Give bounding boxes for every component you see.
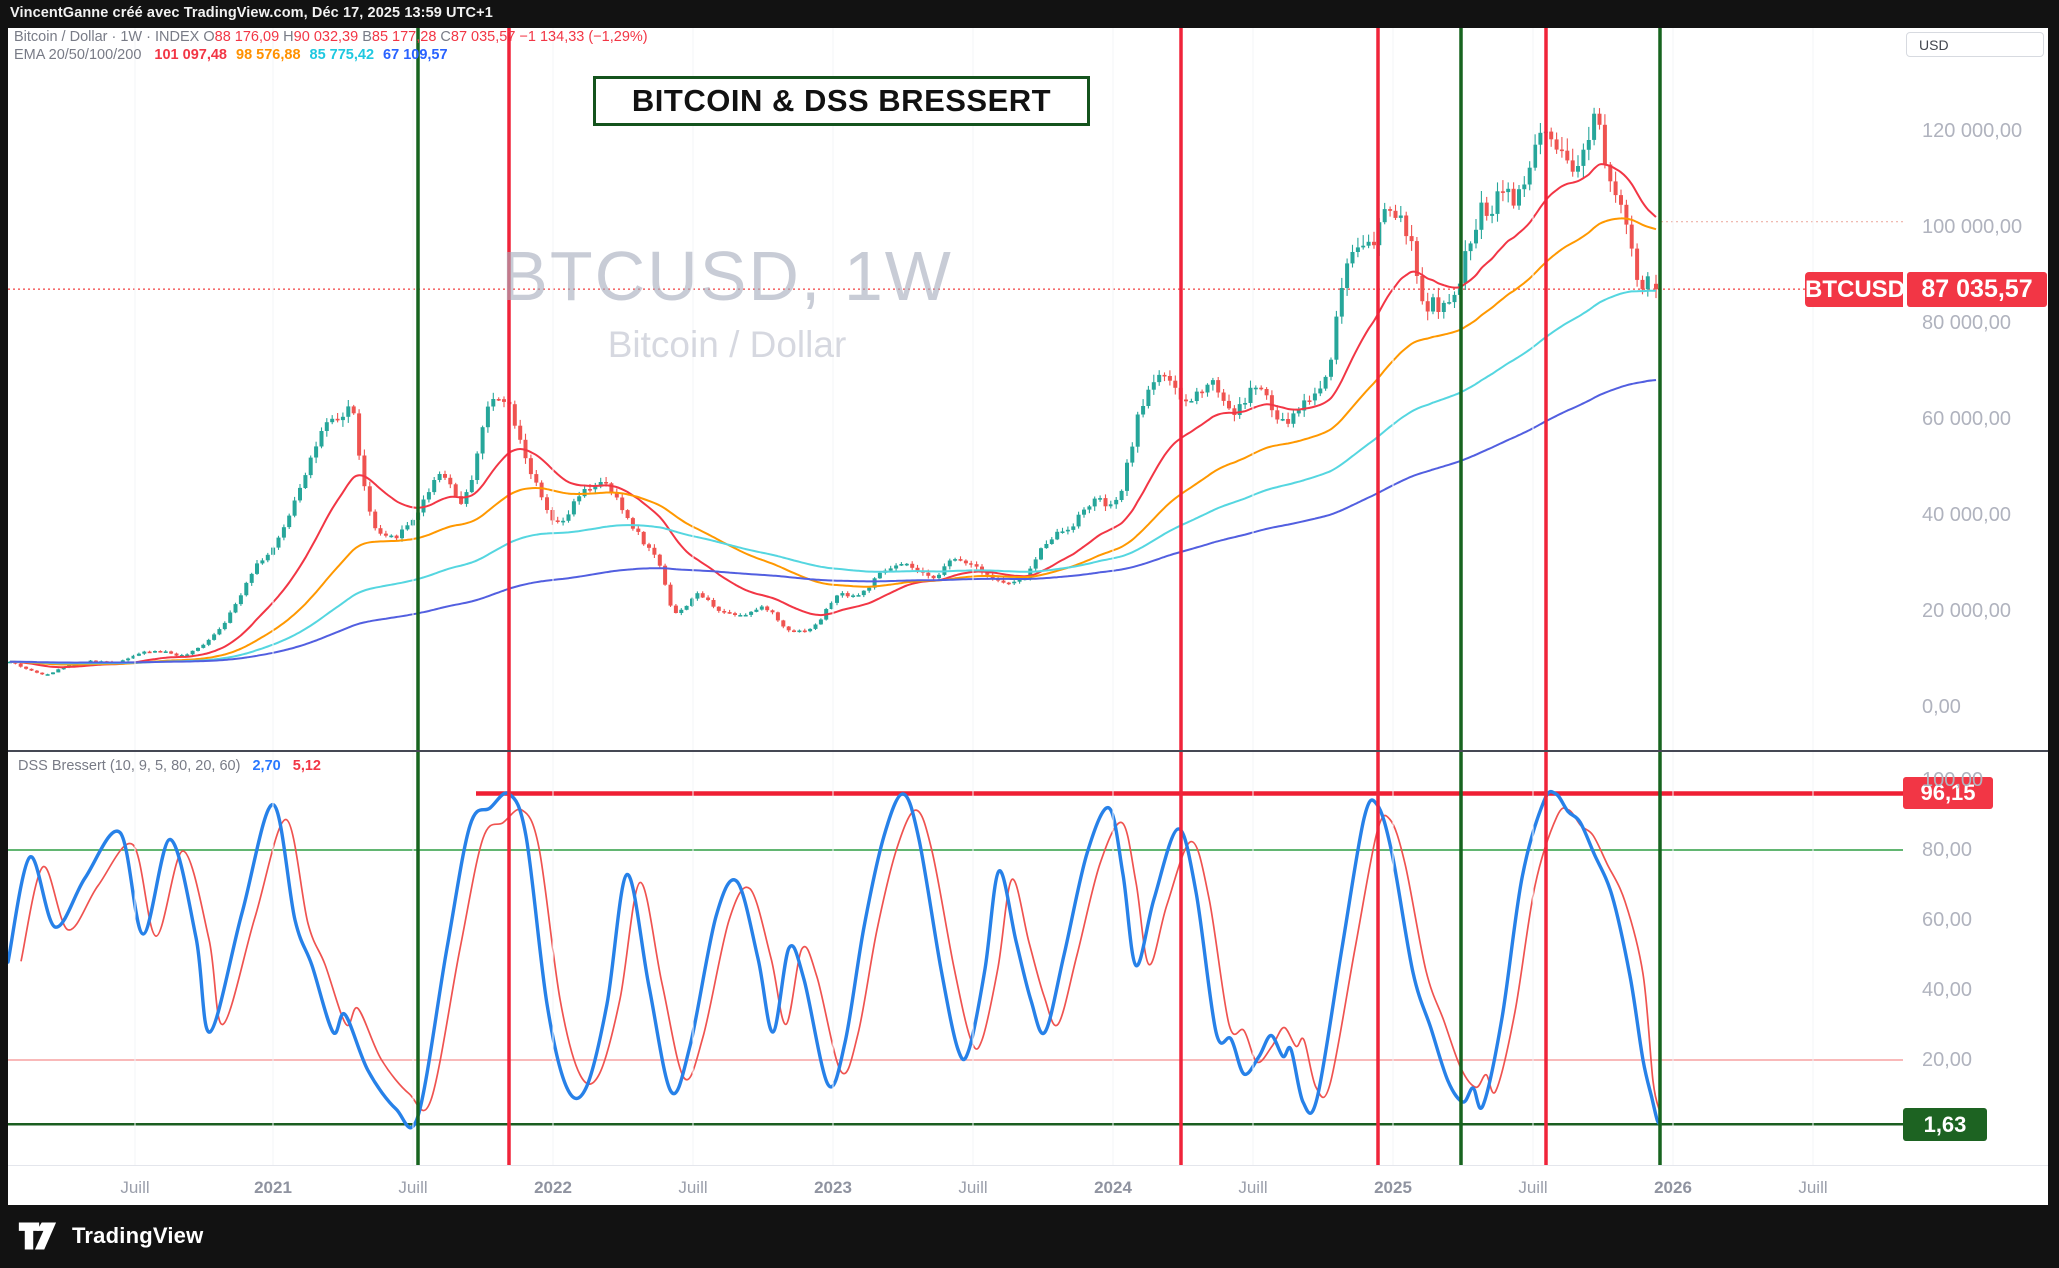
ema-value: 101 097,48 [154,47,227,63]
footer-bar: TradingView [0,1205,2059,1268]
attribution-text: VincentGanne créé avec TradingView.com, … [10,5,493,21]
ohlc-item: H90 032,39 [279,29,359,45]
price-axis-label: 100 000,00 [1922,216,2023,238]
time-axis-label: 2022 [534,1178,572,1197]
tradingview-logo-icon[interactable] [18,1219,62,1253]
dss-lower-level-badge: 1,63 [1903,1107,1987,1141]
ema-value: 85 775,42 [309,47,375,63]
chart-area[interactable]: BTCUSD, 1W Bitcoin / Dollar BITCOIN & DS… [8,28,2048,1205]
dss-signal-value: 5,12 [292,758,321,774]
ohlc-item: O88 176,09 [203,29,280,45]
ema-values: 101 097,48 98 576,88 85 775,42 67 109,57 [145,47,447,63]
time-axis-label: Juill [678,1178,708,1197]
dss-axis-label: 20,00 [1922,1049,1973,1071]
symbol-legend[interactable]: Bitcoin / Dollar · 1W · INDEX O88 176,09… [14,29,648,45]
currency-button[interactable]: USD [1906,32,2044,57]
dss-k-value: 2,70 [252,758,281,774]
time-axis[interactable]: Juill 2021 Juill 2022 Juill 2023 Juill 2024 Juil… [8,1166,2048,1205]
dss-axis-label: 80,00 [1922,839,1973,861]
dss-axis-label: 40,00 [1922,979,1973,1001]
time-axis-label: 2024 [1094,1178,1132,1197]
price-axis-label: 80 000,00 [1922,312,2011,334]
dss-axis-label: 100,00 [1922,769,1984,791]
dss-legend[interactable]: DSS Bressert (10, 9, 5, 80, 20, 60) 2,70… [18,758,321,774]
price-axis-label: 60 000,00 [1922,408,2011,430]
price-axis-label: 20 000,00 [1922,600,2011,622]
ema-label[interactable]: EMA 20/50/100/200 [14,47,142,63]
time-axis-label: 2026 [1654,1178,1692,1197]
time-axis-label: Juill [1238,1178,1268,1197]
tradingview-brand[interactable]: TradingView [72,1223,204,1248]
attribution-bar: VincentGanne créé avec TradingView.com, … [0,0,2059,28]
ema-value: 98 576,88 [236,47,301,63]
time-axis-label: 2021 [254,1178,292,1197]
ema-value: 67 109,57 [383,47,448,63]
symbol-price-badge: BTCUSD [1805,271,1905,307]
dss-indicator-label[interactable]: DSS Bressert (10, 9, 5, 80, 20, 60) [18,758,241,774]
dss-pane[interactable] [8,752,2048,1165]
time-axis-label: Juill [958,1178,988,1197]
price-axis-label: 40 000,00 [1922,504,2011,526]
time-axis-label: Juill [398,1178,428,1197]
last-price-badge: 87 035,57 [1907,271,2047,307]
price-axis-label: 120 000,00 [1922,120,2023,142]
price-axis-label: 0,00 [1922,696,1961,718]
dss-upper-level-badge: 96,15 [1903,777,1993,810]
time-axis-label: Juill [1518,1178,1548,1197]
symbol-description[interactable]: Bitcoin / Dollar · 1W · INDEX [14,29,200,45]
price-pane[interactable] [8,28,2048,752]
pane-separator[interactable] [8,750,2048,752]
dss-axis-label: 60,00 [1922,909,1973,931]
time-axis-label: Juill [120,1178,150,1197]
ema-legend[interactable]: EMA 20/50/100/200 101 097,48 98 576,88 85 … [14,47,448,63]
time-axis-label: 2023 [814,1178,852,1197]
ohlc-item: B85 177,28 [358,29,437,45]
time-axis-separator [8,1165,2048,1166]
ohlc-values: O88 176,09 H90 032,39 B85 177,28 C87 035… [203,29,515,45]
time-axis-label: 2025 [1374,1178,1412,1197]
ohlc-item: C87 035,57 [436,29,516,45]
time-axis-label: Juill [1798,1178,1828,1197]
title-box: BITCOIN & DSS BRESSERT [593,76,1090,126]
change-value: −1 134,33 (−1,29%) [519,29,648,45]
